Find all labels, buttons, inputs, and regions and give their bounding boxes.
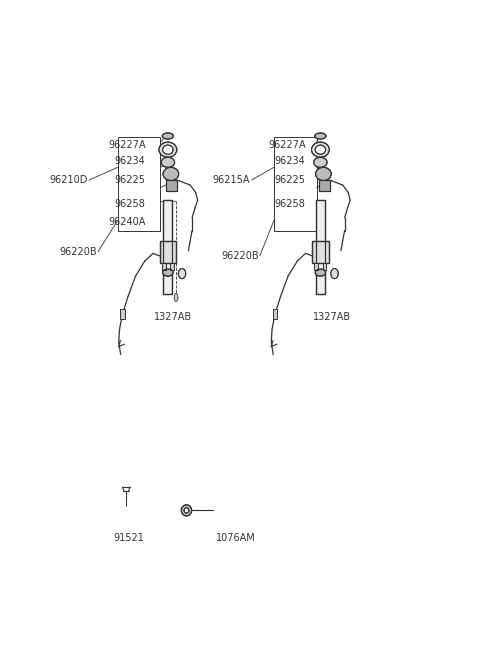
Text: 1327AB: 1327AB — [155, 311, 192, 322]
Bar — [170, 263, 174, 269]
Ellipse shape — [315, 168, 331, 181]
Bar — [160, 240, 176, 263]
Text: 96227A: 96227A — [268, 139, 305, 150]
Text: 96215A: 96215A — [212, 175, 250, 185]
Ellipse shape — [314, 157, 327, 168]
Text: 1327AB: 1327AB — [312, 311, 350, 322]
Bar — [163, 200, 172, 294]
Bar — [323, 263, 326, 269]
Ellipse shape — [315, 145, 325, 154]
Ellipse shape — [315, 269, 325, 276]
Bar — [162, 263, 166, 269]
Ellipse shape — [174, 293, 178, 302]
Bar — [118, 137, 160, 231]
Bar — [166, 180, 177, 191]
Bar — [312, 240, 329, 263]
Bar — [170, 263, 174, 269]
Bar — [160, 240, 176, 263]
Bar — [316, 200, 325, 294]
Bar — [163, 200, 172, 294]
Text: 96225: 96225 — [275, 175, 305, 185]
Bar — [120, 309, 125, 319]
Bar — [166, 180, 177, 191]
Bar — [274, 137, 317, 231]
Text: 1076AM: 1076AM — [216, 533, 256, 543]
Ellipse shape — [161, 157, 175, 168]
Text: 96258: 96258 — [115, 199, 145, 210]
Text: 91521: 91521 — [113, 533, 144, 543]
Text: 96220B: 96220B — [221, 251, 259, 261]
Bar — [314, 263, 318, 269]
Text: 96210D: 96210D — [49, 175, 88, 185]
Bar — [273, 309, 277, 319]
Ellipse shape — [163, 269, 173, 276]
Bar — [319, 180, 330, 191]
Bar — [316, 200, 325, 294]
Circle shape — [331, 269, 338, 279]
Ellipse shape — [181, 505, 192, 516]
Bar — [314, 263, 318, 269]
Text: 96258: 96258 — [275, 199, 305, 210]
Ellipse shape — [163, 145, 173, 154]
Circle shape — [178, 269, 186, 279]
Text: 96240A: 96240A — [108, 217, 145, 227]
Ellipse shape — [162, 133, 173, 139]
Text: 96234: 96234 — [115, 156, 145, 166]
Bar — [312, 240, 329, 263]
Text: 96225: 96225 — [115, 175, 145, 185]
Text: 96220B: 96220B — [60, 247, 97, 257]
Ellipse shape — [163, 168, 179, 181]
Text: 96227A: 96227A — [108, 139, 145, 150]
Bar — [323, 263, 326, 269]
Text: 96234: 96234 — [275, 156, 305, 166]
Bar — [319, 180, 330, 191]
Ellipse shape — [312, 142, 329, 157]
Ellipse shape — [184, 508, 189, 513]
Ellipse shape — [159, 142, 177, 157]
Bar — [162, 263, 166, 269]
Ellipse shape — [315, 133, 326, 139]
